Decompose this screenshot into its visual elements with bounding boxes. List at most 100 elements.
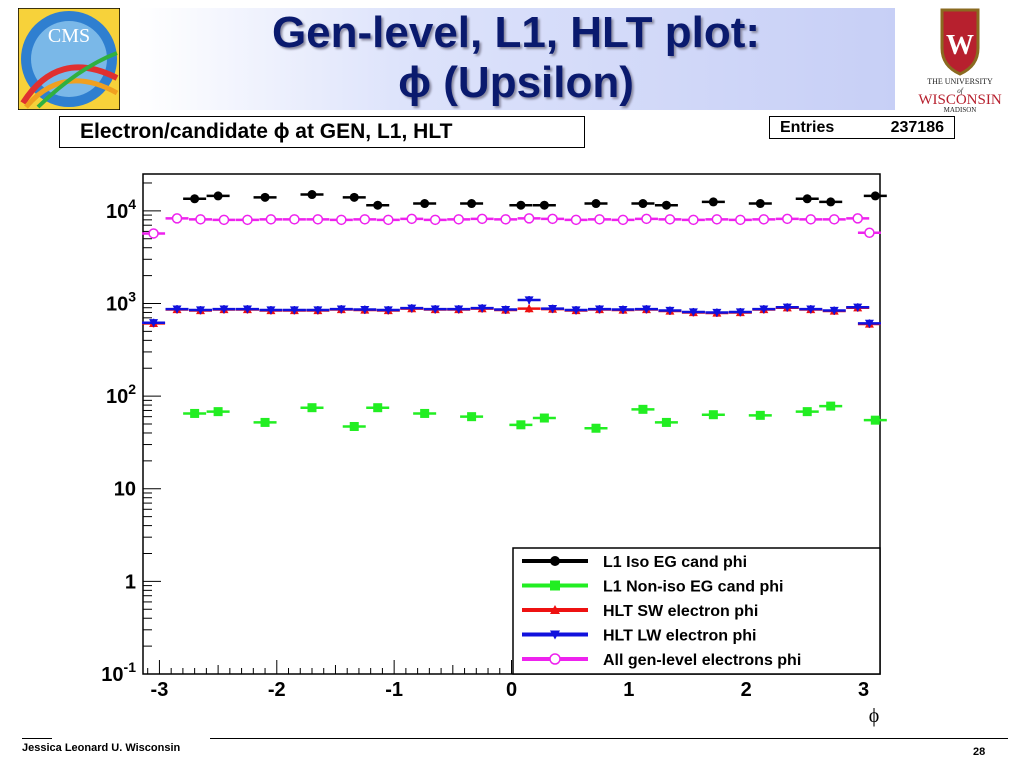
data-point (802, 194, 812, 204)
data-point (524, 296, 534, 305)
data-point (148, 228, 159, 239)
legend-label: HLT LW electron phi (603, 628, 756, 645)
data-point (467, 412, 477, 422)
data-point (661, 417, 671, 427)
series-3 (142, 296, 881, 328)
data-point (195, 214, 206, 225)
legend-label: All gen-level electrons phi (603, 652, 801, 669)
data-point (312, 214, 324, 225)
data-point (219, 305, 229, 314)
data-point (852, 213, 863, 224)
y-tick-label: 103 (106, 288, 136, 315)
data-point (755, 410, 765, 420)
data-point (360, 305, 370, 315)
data-point (260, 192, 270, 202)
data-point (373, 403, 383, 413)
page-number: 28 (973, 746, 986, 758)
data-point (591, 423, 601, 433)
data-point (826, 197, 836, 207)
data-point (373, 200, 383, 210)
data-point (539, 200, 549, 210)
data-point (149, 319, 159, 328)
data-point (571, 306, 581, 315)
legend-label: L1 Iso EG cand phi (603, 554, 747, 571)
data-point (383, 306, 393, 315)
svg-text:WISCONSIN: WISCONSIN (918, 92, 1002, 108)
footer-rule-left (22, 738, 52, 739)
data-point (383, 214, 394, 226)
data-point (735, 214, 746, 226)
data-point (406, 213, 417, 225)
series-1 (183, 401, 887, 433)
data-point (864, 319, 874, 328)
data-point (802, 407, 812, 417)
x-tick-label: -2 (268, 679, 286, 701)
data-point (641, 305, 651, 314)
y-tick-label: 102 (106, 381, 136, 408)
data-point (595, 305, 605, 314)
stats-entries-value: 237186 (890, 119, 944, 136)
data-point (359, 214, 371, 225)
data-point (549, 653, 561, 665)
data-point (501, 305, 511, 315)
data-point (516, 200, 526, 210)
plot-title: Electron/candidate ϕ at GEN, L1, HLT (59, 116, 585, 148)
data-point (618, 305, 628, 315)
data-point (782, 303, 792, 312)
data-point (664, 214, 676, 225)
data-point (454, 305, 464, 314)
data-point (782, 213, 793, 225)
data-point (349, 421, 359, 431)
data-point (336, 305, 346, 314)
data-point (550, 605, 560, 614)
data-point (711, 214, 723, 225)
data-point (190, 408, 200, 418)
data-point (735, 308, 745, 317)
data-point (420, 199, 430, 209)
data-point (550, 580, 560, 591)
data-point (864, 227, 875, 239)
data-point (242, 305, 252, 314)
data-point (477, 304, 487, 313)
slide-title-line2: ϕ (Upsilon) (398, 58, 634, 107)
data-point (547, 213, 558, 225)
data-point (420, 408, 430, 418)
x-tick-label: 1 (623, 679, 634, 701)
data-point (172, 305, 182, 314)
title-band (137, 8, 895, 110)
data-point (591, 199, 601, 209)
footer-author: Jessica Leonard U. Wisconsin (22, 742, 181, 754)
data-point (688, 214, 699, 226)
data-point (242, 214, 253, 226)
y-tick-label: 10-1 (101, 659, 136, 686)
data-point (260, 417, 270, 427)
data-point (759, 305, 769, 314)
data-point (853, 303, 863, 312)
data-point (516, 420, 526, 430)
y-tick-label: 10 (114, 479, 136, 501)
data-point (467, 199, 477, 209)
data-point (708, 410, 718, 420)
data-point (266, 306, 276, 315)
data-point (550, 556, 560, 566)
data-point (805, 214, 817, 225)
svg-text:W: W (946, 30, 974, 61)
data-point (196, 306, 206, 315)
data-point (453, 214, 464, 225)
data-point (665, 306, 675, 316)
data-point (407, 304, 417, 313)
data-point (500, 214, 511, 225)
data-point (758, 214, 770, 225)
data-point (638, 404, 648, 414)
data-point (313, 306, 323, 315)
cms-logo: CMS (18, 8, 120, 110)
x-tick-label: -3 (151, 679, 169, 701)
data-point (712, 308, 722, 317)
slide-title: Gen-level, L1, HLT plot: ϕ (Upsilon) (137, 8, 895, 108)
data-point (755, 199, 765, 209)
data-point (708, 197, 718, 207)
data-point (349, 192, 359, 202)
y-tick-label: 104 (106, 196, 136, 223)
data-point (430, 305, 440, 314)
